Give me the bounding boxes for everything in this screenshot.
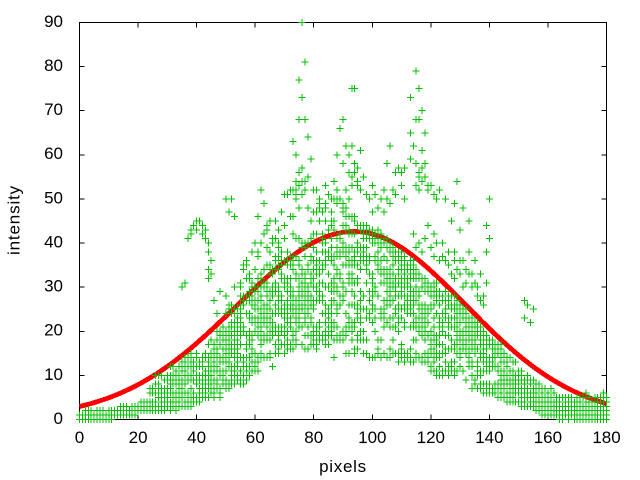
svg-text:pixels: pixels (319, 457, 367, 476)
svg-text:100: 100 (358, 428, 386, 447)
svg-text:60: 60 (246, 428, 265, 447)
svg-text:20: 20 (44, 321, 63, 340)
svg-text:50: 50 (44, 188, 63, 207)
svg-text:20: 20 (129, 428, 148, 447)
svg-text:0: 0 (54, 409, 63, 428)
svg-text:40: 40 (44, 233, 63, 252)
svg-text:160: 160 (534, 428, 562, 447)
svg-text:intensity: intensity (5, 185, 24, 255)
svg-text:10: 10 (44, 365, 63, 384)
svg-text:140: 140 (475, 428, 503, 447)
svg-text:70: 70 (44, 100, 63, 119)
svg-text:180: 180 (592, 428, 620, 447)
svg-text:0: 0 (75, 428, 84, 447)
svg-text:40: 40 (187, 428, 206, 447)
svg-text:120: 120 (417, 428, 445, 447)
svg-text:60: 60 (44, 144, 63, 163)
svg-text:80: 80 (44, 56, 63, 75)
svg-text:30: 30 (44, 277, 63, 296)
svg-text:90: 90 (44, 12, 63, 31)
svg-text:80: 80 (304, 428, 323, 447)
